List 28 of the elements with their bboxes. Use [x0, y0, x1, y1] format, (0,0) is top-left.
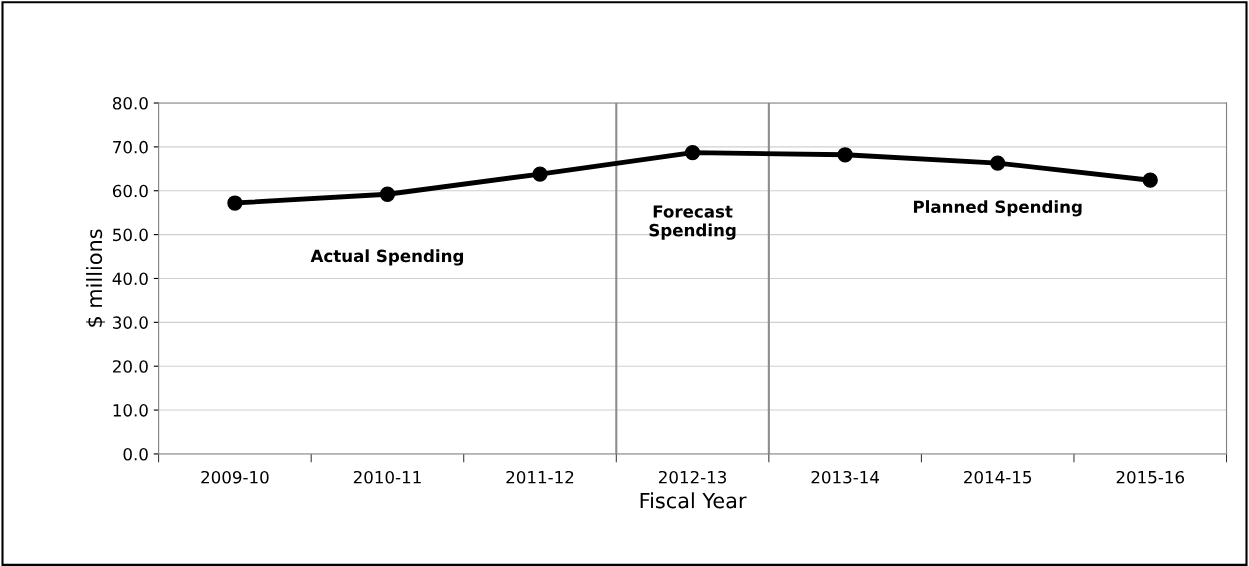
x-axis-title: Fiscal Year — [640, 492, 747, 509]
x-tick-label: 2013-14 — [811, 470, 880, 484]
y-tick-label: 0.0 — [123, 447, 148, 461]
annotation: Actual Spending — [310, 249, 464, 266]
y-tick-label: 70.0 — [113, 140, 148, 154]
x-tick-label: 2009-10 — [201, 470, 269, 484]
y-tick-label: 80.0 — [112, 96, 148, 110]
annotation: Forecast Spending — [649, 205, 736, 240]
x-tick-label: 2015-16 — [1116, 470, 1185, 484]
x-tick-label: 2014-15 — [964, 470, 1032, 484]
point — [379, 186, 396, 202]
x-tick-label: 2011-12 — [506, 470, 574, 484]
point — [1142, 172, 1158, 188]
point — [837, 147, 853, 163]
x-tick-label: 2010-11 — [353, 470, 421, 484]
y-tick-label: 30.0 — [113, 316, 148, 329]
y-tick-label: 20.0 — [113, 360, 148, 373]
annotation: Planned Spending — [913, 200, 1082, 217]
x-tick-label: 2012-13 — [658, 470, 727, 484]
y-tick-label: 60.0 — [112, 184, 148, 198]
y-tick-label: 10.0 — [113, 404, 148, 417]
point — [990, 155, 1006, 171]
y-tick-label: 50.0 — [113, 228, 148, 242]
point — [532, 166, 548, 182]
point — [227, 195, 243, 211]
y-axis-title: $ millions — [86, 229, 105, 327]
point — [684, 144, 701, 161]
y-tick-label: 40.0 — [112, 272, 148, 286]
